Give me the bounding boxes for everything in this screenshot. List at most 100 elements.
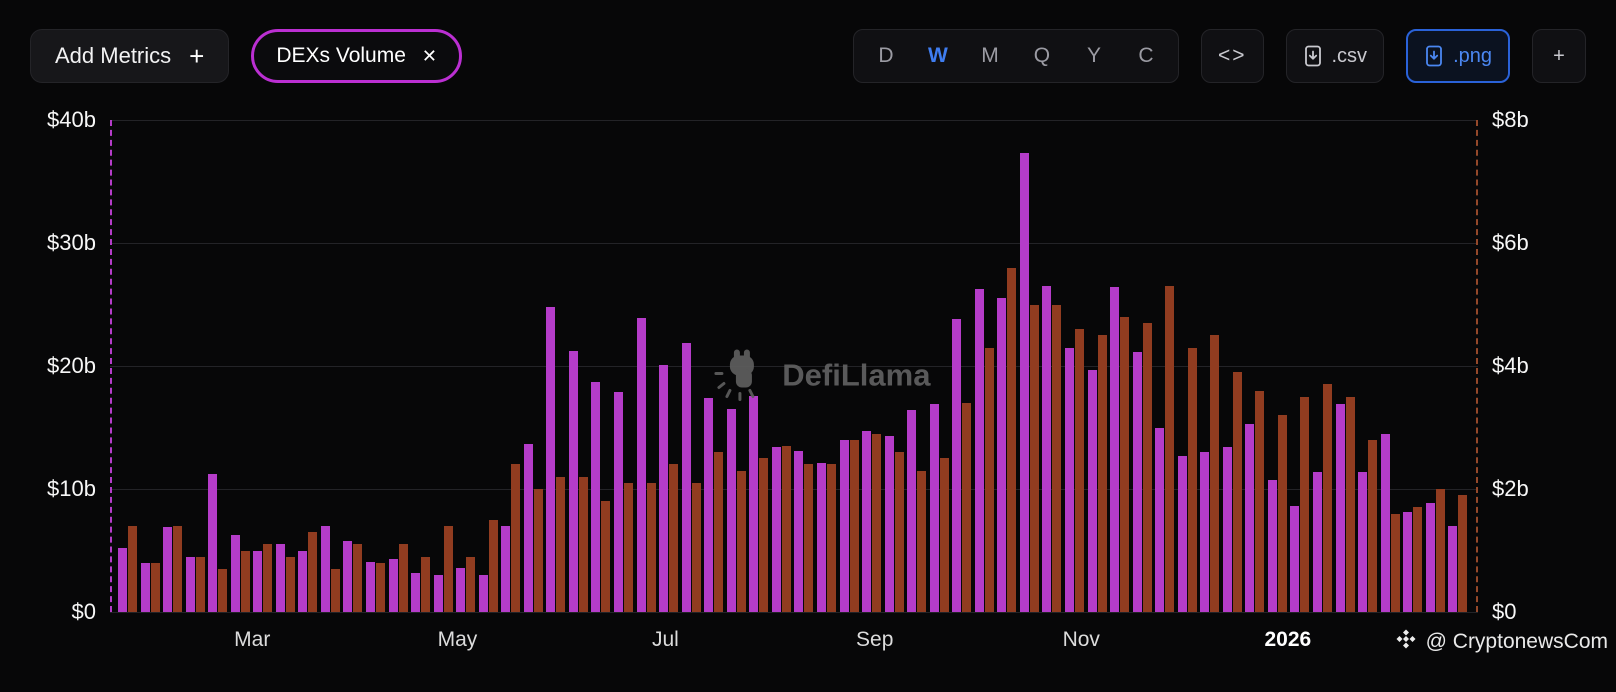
- range-button-w[interactable]: W: [928, 44, 948, 67]
- right-axis-bar: [578, 476, 588, 612]
- bar-pair: [388, 120, 408, 612]
- dexs-volume-bar: [1042, 286, 1052, 612]
- dexs-volume-bar: [1403, 512, 1413, 612]
- range-button-q[interactable]: Q: [1033, 44, 1051, 67]
- right-axis-bar: [669, 464, 679, 612]
- download-png-button[interactable]: .png: [1406, 29, 1510, 83]
- bar-pair: [298, 120, 318, 612]
- bar-pair: [523, 120, 543, 612]
- add-chart-button[interactable]: +: [1532, 29, 1586, 83]
- dexs-volume-bar: [1380, 433, 1390, 612]
- bar-pair: [681, 120, 701, 612]
- right-axis-bar: [466, 556, 476, 612]
- dexs-volume-bar: [952, 319, 962, 612]
- embed-code-button[interactable]: <>: [1200, 29, 1264, 83]
- right-axis-bar: [1413, 507, 1423, 612]
- bar-pair: [140, 120, 160, 612]
- range-button-m[interactable]: M: [981, 44, 999, 67]
- right-axis-bar: [218, 568, 228, 612]
- credit-handle: @ CryptonewsCom: [1425, 630, 1608, 653]
- add-metrics-button[interactable]: Add Metrics +: [30, 29, 230, 83]
- bar-pair: [1110, 120, 1130, 612]
- x-axis: Mar May Jul Sep Nov 2026: [110, 628, 1478, 658]
- bar-pair: [185, 120, 205, 612]
- bar-pair: [1064, 120, 1084, 612]
- dexs-volume-bar: [929, 404, 939, 612]
- bar-pair: [1087, 120, 1107, 612]
- dexs-volume-bar: [320, 525, 330, 612]
- right-axis-bar: [781, 445, 791, 612]
- bar-pair: [1042, 120, 1062, 612]
- bars-layer: [118, 120, 1468, 612]
- bar-pair: [659, 120, 679, 612]
- bar-pair: [208, 120, 228, 612]
- right-axis-bar: [984, 347, 994, 612]
- right-dashed-boundary-line: [1476, 120, 1478, 612]
- bar-pair: [1358, 120, 1378, 612]
- range-button-c[interactable]: C: [1138, 44, 1154, 67]
- dexs-volume-bar: [816, 463, 826, 612]
- plus-icon: +: [189, 41, 205, 71]
- dexs-volume-bar: [208, 474, 218, 612]
- bar-pair: [749, 120, 769, 612]
- download-file-icon: [1424, 45, 1444, 67]
- right-axis-bar: [646, 482, 656, 612]
- y-axis-right: $0 $2b $4b $6b $8b: [1492, 107, 1602, 624]
- right-axis-bar: [736, 470, 746, 612]
- bar-pair: [614, 120, 634, 612]
- right-axis-bar: [488, 519, 498, 612]
- bar-pair: [1335, 120, 1355, 612]
- right-axis-bar: [917, 470, 927, 612]
- right-axis-bar: [533, 489, 543, 612]
- right-axis-bar: [1322, 384, 1332, 612]
- bar-pair: [366, 120, 386, 612]
- bar-pair: [862, 120, 882, 612]
- dexs-volume-bar: [749, 395, 759, 612]
- dexs-volume-bar: [1335, 404, 1345, 612]
- bar-pair: [794, 120, 814, 612]
- bar-pair: [275, 120, 295, 612]
- dexs-volume-bar: [1425, 502, 1435, 612]
- dexs-volume-bar: [997, 298, 1007, 612]
- bar-pair: [411, 120, 431, 612]
- dexs-volume-bar: [636, 318, 646, 612]
- png-label: .png: [1453, 44, 1492, 67]
- download-file-icon: [1303, 45, 1323, 67]
- bar-pair: [478, 120, 498, 612]
- x-tick-sep: Sep: [856, 628, 894, 651]
- dexs-volume-bar: [884, 436, 894, 612]
- close-icon[interactable]: ✕: [421, 45, 437, 66]
- right-axis-bar: [1052, 304, 1062, 612]
- dexs-volume-bar: [1290, 506, 1300, 612]
- bar-pair: [501, 120, 521, 612]
- y-tick-right: $2b: [1492, 476, 1529, 501]
- dexs-volume-bar: [1064, 347, 1074, 612]
- toolbar-left: Add Metrics + DEXs Volume ✕: [30, 29, 462, 83]
- dexs-volume-bar: [185, 556, 195, 612]
- bar-pair: [1132, 120, 1152, 612]
- bar-pair: [929, 120, 949, 612]
- dexs-volume-bar: [974, 288, 984, 612]
- download-csv-button[interactable]: .csv: [1285, 29, 1385, 83]
- bar-pair: [726, 120, 746, 612]
- range-button-d[interactable]: D: [878, 44, 894, 67]
- chart-plot-area[interactable]: DefiLlama: [110, 120, 1478, 613]
- bar-pair: [636, 120, 656, 612]
- right-axis-bar: [826, 464, 836, 612]
- bar-pair: [163, 120, 183, 612]
- bar-pair: [456, 120, 476, 612]
- bar-pair: [952, 120, 972, 612]
- right-axis-bar: [601, 501, 611, 612]
- y-tick-right: $8b: [1492, 107, 1529, 132]
- dexs-volume-bar: [546, 306, 556, 612]
- bar-pair: [320, 120, 340, 612]
- y-tick-left: $10b: [47, 476, 96, 501]
- dexs-volume-bar: [253, 550, 263, 612]
- right-axis-bar: [556, 476, 566, 612]
- range-button-y[interactable]: Y: [1086, 44, 1101, 67]
- right-axis-bar: [308, 532, 318, 612]
- right-axis-bar: [128, 525, 137, 612]
- dexs-volume-bar: [1177, 455, 1187, 612]
- right-axis-bar: [240, 550, 250, 612]
- metric-pill-dexs-volume[interactable]: DEXs Volume ✕: [251, 29, 462, 83]
